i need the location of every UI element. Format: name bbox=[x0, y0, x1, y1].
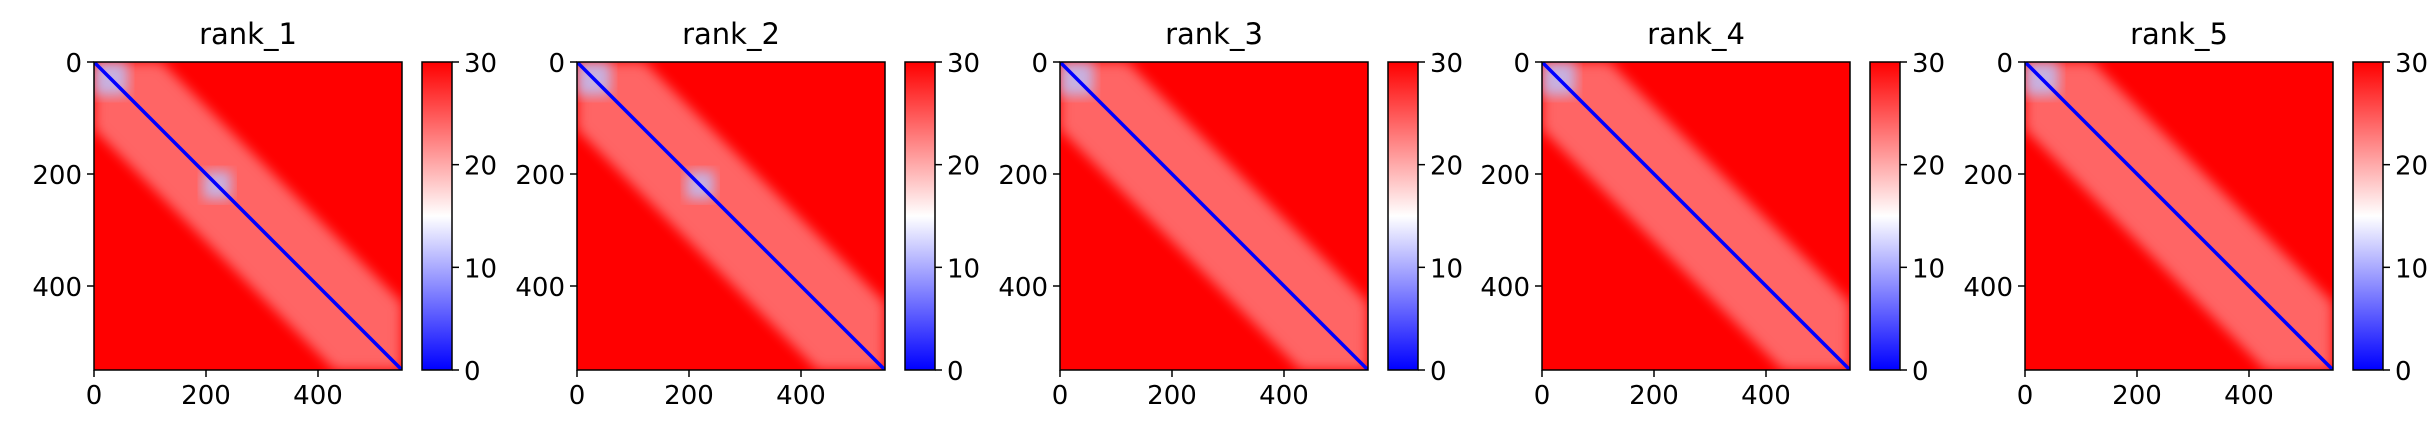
heatmap-panel-5: rank_5 0 200 400 0 200 400 0 10 20 30 bbox=[1963, 17, 2428, 411]
y-tick-label: 400 bbox=[998, 273, 1048, 303]
colorbar-tick-label: 0 bbox=[2395, 357, 2412, 387]
colorbar-tick-label: 20 bbox=[1912, 152, 1945, 182]
x-tick-label: 0 bbox=[2017, 381, 2034, 411]
x-tick-label: 400 bbox=[293, 381, 343, 411]
colorbar-tick-label: 30 bbox=[464, 49, 497, 79]
colorbar-tick-label: 10 bbox=[947, 254, 980, 284]
colorbar bbox=[1387, 61, 1419, 371]
colorbar-tick-label: 30 bbox=[1430, 49, 1463, 79]
y-tick-label: 400 bbox=[32, 273, 82, 303]
axes-frame bbox=[1059, 61, 1369, 371]
colorbar-tick-label: 10 bbox=[1430, 254, 1463, 284]
y-tick-label: 400 bbox=[515, 273, 565, 303]
heatmap-panel-1: rank_1 0 200 400 0 200 400 0 10 20 30 bbox=[32, 17, 497, 411]
panel-title: rank_3 bbox=[1165, 17, 1263, 51]
y-tick-label: 200 bbox=[515, 161, 565, 191]
y-tick-label: 0 bbox=[1031, 49, 1048, 79]
diagonal-line bbox=[2025, 62, 2333, 370]
axes-frame bbox=[93, 61, 403, 371]
diagonal-line bbox=[1542, 62, 1850, 370]
x-tick-label: 0 bbox=[86, 381, 103, 411]
diagonal-line bbox=[94, 62, 402, 370]
colorbar-tick-label: 0 bbox=[1430, 357, 1447, 387]
axes-frame bbox=[1541, 61, 1851, 371]
diagonal-line bbox=[1060, 62, 1368, 370]
colorbar-tick-label: 0 bbox=[1912, 357, 1929, 387]
y-tick-label: 400 bbox=[1480, 273, 1530, 303]
colorbar bbox=[904, 61, 936, 371]
panel-title: rank_4 bbox=[1647, 17, 1745, 51]
y-tick-label: 0 bbox=[65, 49, 82, 79]
axes-frame bbox=[576, 61, 886, 371]
panel-title: rank_1 bbox=[199, 17, 297, 51]
colorbar-tick-label: 30 bbox=[947, 49, 980, 79]
x-tick-label: 200 bbox=[2112, 381, 2162, 411]
y-tick-label: 400 bbox=[1963, 273, 2013, 303]
y-tick-label: 200 bbox=[32, 161, 82, 191]
colorbar-tick-label: 10 bbox=[1912, 254, 1945, 284]
axes-frame bbox=[2024, 61, 2334, 371]
colorbar-tick-label: 30 bbox=[2395, 49, 2428, 79]
colorbar-tick-label: 20 bbox=[1430, 152, 1463, 182]
colorbar-tick-label: 10 bbox=[2395, 254, 2428, 284]
x-tick-label: 400 bbox=[776, 381, 826, 411]
colorbar bbox=[421, 61, 453, 371]
y-tick-label: 200 bbox=[1963, 161, 2013, 191]
y-tick-label: 0 bbox=[548, 49, 565, 79]
x-tick-label: 200 bbox=[1629, 381, 1679, 411]
x-tick-label: 200 bbox=[664, 381, 714, 411]
colorbar-tick-label: 20 bbox=[2395, 152, 2428, 182]
y-tick-label: 0 bbox=[1996, 49, 2013, 79]
colorbar-tick-label: 20 bbox=[947, 152, 980, 182]
heatmap-panel-4: rank_4 0 200 400 0 200 400 0 10 20 30 bbox=[1480, 17, 1945, 411]
x-tick-label: 400 bbox=[1741, 381, 1791, 411]
y-tick-label: 200 bbox=[1480, 161, 1530, 191]
panel-title: rank_5 bbox=[2130, 17, 2228, 51]
heatmap-panel-2: rank_2 0 200 400 0 200 400 0 10 20 30 bbox=[515, 17, 980, 411]
panel-title: rank_2 bbox=[682, 17, 780, 51]
colorbar-tick-label: 20 bbox=[464, 152, 497, 182]
x-tick-label: 400 bbox=[1259, 381, 1309, 411]
x-tick-label: 200 bbox=[181, 381, 231, 411]
colorbar-tick-label: 0 bbox=[947, 357, 964, 387]
x-tick-label: 200 bbox=[1147, 381, 1197, 411]
colorbar-tick-label: 30 bbox=[1912, 49, 1945, 79]
x-tick-label: 0 bbox=[569, 381, 586, 411]
y-tick-label: 0 bbox=[1513, 49, 1530, 79]
diagonal-line bbox=[577, 62, 885, 370]
x-tick-label: 0 bbox=[1534, 381, 1551, 411]
y-tick-label: 200 bbox=[998, 161, 1048, 191]
heatmap-panel-3: rank_3 0 200 400 0 200 400 0 10 20 30 bbox=[998, 17, 1463, 411]
colorbar bbox=[2352, 61, 2384, 371]
x-tick-label: 0 bbox=[1052, 381, 1069, 411]
colorbar-tick-label: 10 bbox=[464, 254, 497, 284]
x-tick-label: 400 bbox=[2224, 381, 2274, 411]
colorbar-tick-label: 0 bbox=[464, 357, 481, 387]
colorbar bbox=[1869, 61, 1901, 371]
